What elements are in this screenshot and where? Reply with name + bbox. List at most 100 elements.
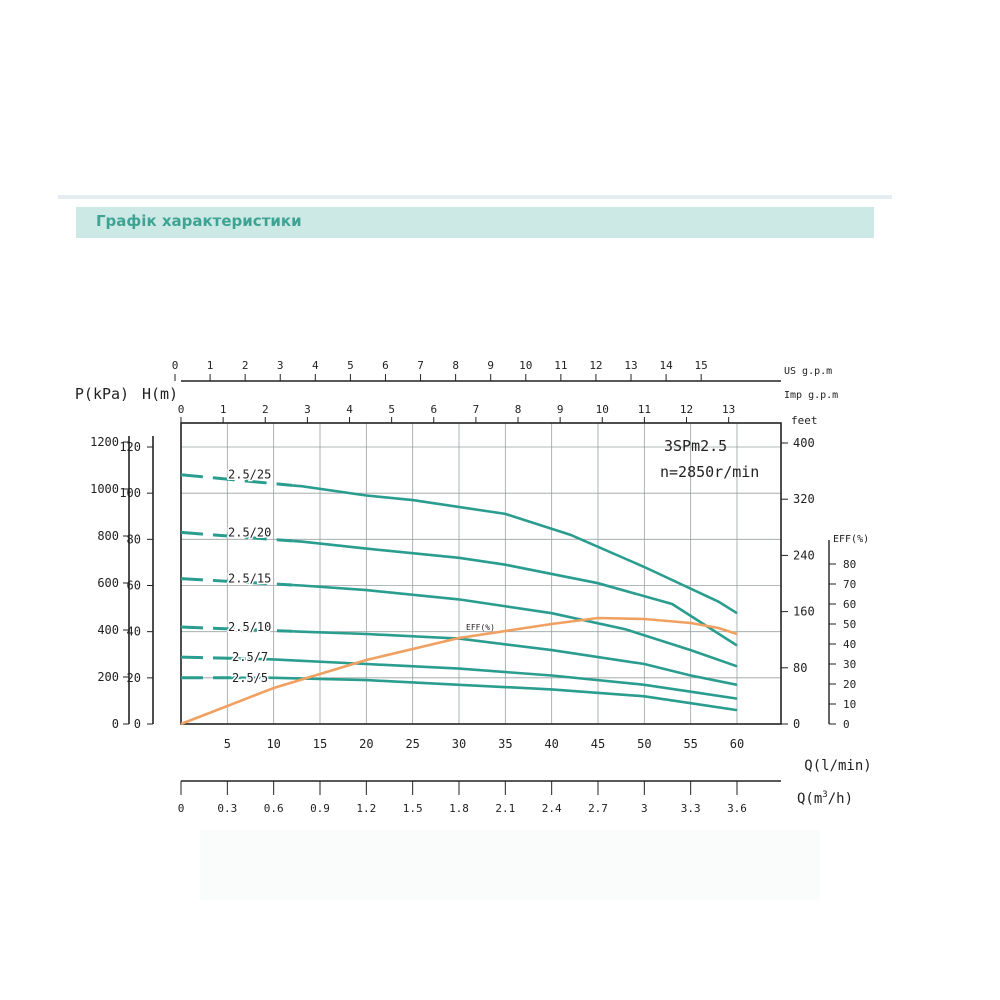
imp-gpm-tick-label: 7 [473, 403, 480, 416]
head-tick-label: 100 [119, 486, 141, 500]
imp-gpm-tick-label: 4 [346, 403, 353, 416]
x-tick-label-lmin: 55 [683, 737, 697, 751]
imp-gpm-tick-label: 1 [220, 403, 227, 416]
head-curves [180, 473, 738, 726]
imp-gpm-tick-label: 2 [262, 403, 269, 416]
pressure-tick-label: 1000 [90, 482, 119, 496]
us-gpm-tick-label: 13 [624, 359, 637, 372]
x-tick-label-lmin: 35 [498, 737, 512, 751]
section-header: Графік характеристики [76, 207, 874, 238]
curve-2.5/5 [236, 676, 738, 712]
eff-tick-label: 20 [843, 678, 856, 691]
imp-gpm-tick-label: 6 [430, 403, 437, 416]
curve-label-2.5/25: 2.5/25 [228, 468, 271, 482]
model-label: 3SPm2.5 [664, 437, 727, 455]
x-tick-label-m3h: 2.1 [495, 802, 515, 815]
eff-tick-label: 50 [843, 618, 856, 631]
speed-label: n=2850r/min [660, 463, 759, 481]
eff-axis-label: EFF(%) [833, 534, 869, 545]
plot-border [180, 422, 782, 725]
us-gpm-tick-label: 3 [277, 359, 284, 372]
head-tick-label: 0 [134, 717, 141, 731]
us-gpm-tick-label: 1 [207, 359, 214, 372]
x-tick-label-m3h: 1.5 [403, 802, 423, 815]
x-tick-label-m3h: 1.8 [449, 802, 469, 815]
us-gpm-tick-label: 12 [589, 359, 602, 372]
pressure-tick-label: 600 [97, 576, 119, 590]
x-tick-label-lmin: 25 [405, 737, 419, 751]
curve-label-2.5/7: 2.5/7 [232, 650, 268, 664]
us-gpm-tick-label: 7 [417, 359, 424, 372]
imp-gpm-axis-label: Imp g.p.m [784, 390, 838, 401]
x-tick-label-lmin: 10 [266, 737, 280, 751]
efficiency-curve [180, 616, 738, 726]
eff-tick-label: 30 [843, 658, 856, 671]
plot-frame [180, 422, 782, 725]
curve-dashed-2.5/10 [180, 625, 293, 633]
curve-dashed-2.5/7 [180, 655, 237, 660]
head-tick-label: 120 [119, 440, 141, 454]
x-tick-label-lmin: 30 [452, 737, 466, 751]
x-tick-label-lmin: 15 [313, 737, 327, 751]
x-axis-label-m3h: Q(m3/h) [797, 790, 853, 807]
x-tick-label-m3h: 3.6 [727, 802, 747, 815]
curve-2.5/10 [292, 630, 738, 687]
x-tick-label-lmin: 50 [637, 737, 651, 751]
pressure-axis-label: P(kPa) [75, 385, 129, 403]
eff-tick-label: 10 [843, 698, 856, 711]
us-gpm-tick-label: 0 [172, 359, 179, 372]
curve-dashed-2.5/15 [180, 577, 293, 587]
curve-label-2.5/20: 2.5/20 [228, 525, 271, 539]
imp-gpm-tick-label: 12 [680, 403, 693, 416]
us-gpm-tick-label: 9 [487, 359, 494, 372]
eff-tick-label: 60 [843, 598, 856, 611]
imp-gpm-tick-label: 9 [557, 403, 564, 416]
imp-gpm-tick-label: 10 [596, 403, 609, 416]
curve-2.5/25 [292, 484, 738, 615]
x-tick-label-lmin: 45 [591, 737, 605, 751]
x-tick-label-lmin: 40 [544, 737, 558, 751]
chart-labels: 3SPm2.5 n=2850r/min 2.5/25 2.5/20 2.5/15 2.5/… [227, 437, 760, 686]
feet-axis-label: feet [791, 414, 818, 427]
us-gpm-tick-label: 8 [452, 359, 459, 372]
x-axis-label-lmin: Q(l/min) [804, 758, 871, 774]
feet-tick-label: 240 [793, 548, 815, 562]
feet-tick-label: 160 [793, 605, 815, 619]
head-tick-label: 60 [127, 579, 141, 593]
x-tick-label-m3h: 3.3 [681, 802, 701, 815]
us-gpm-tick-label: 5 [347, 359, 354, 372]
head-tick-label: 40 [127, 625, 141, 639]
eff-tick-label: 0 [843, 718, 850, 731]
pressure-tick-label: 1200 [90, 435, 119, 449]
curve-dashed-2.5/25 [180, 473, 293, 487]
x-tick-label-lmin: 60 [730, 737, 744, 751]
pressure-tick-label: 400 [97, 623, 119, 637]
x-tick-label-lmin: 20 [359, 737, 373, 751]
x-tick-label-m3h: 2.4 [542, 802, 562, 815]
imp-gpm-tick-label: 11 [638, 403, 651, 416]
head-axis-label: H(m) [142, 385, 178, 403]
x-tick-label-m3h: 0.9 [310, 802, 330, 815]
x-tick-label-m3h: 2.7 [588, 802, 608, 815]
pressure-tick-label: 800 [97, 529, 119, 543]
feet-tick-label: 400 [793, 436, 815, 450]
feet-tick-label: 320 [793, 492, 815, 506]
imp-gpm-tick-label: 8 [515, 403, 522, 416]
imp-gpm-tick-label: 5 [388, 403, 395, 416]
imp-gpm-tick-label: 13 [722, 403, 735, 416]
x-tick-label-m3h: 0.6 [264, 802, 284, 815]
x-tick-label-m3h: 0 [178, 802, 185, 815]
curve-2.5/15 [292, 583, 738, 668]
x-tick-label-lmin: 5 [224, 737, 231, 751]
us-gpm-tick-label: 10 [519, 359, 532, 372]
us-gpm-tick-label: 2 [242, 359, 249, 372]
pressure-tick-label: 0 [112, 717, 119, 731]
background-wash [200, 830, 820, 900]
top-divider [58, 195, 892, 199]
chart-axes: 5 10 15 20 25 30 35 40 45 50 55 60Q(l/min)0 0.3 0.6 0.… [75, 359, 872, 815]
curve-label-2.5/15: 2.5/15 [228, 572, 271, 586]
curve-label-2.5/10: 2.5/10 [228, 620, 271, 634]
feet-tick-label: 0 [793, 717, 800, 731]
curve-label-2.5/5: 2.5/5 [232, 671, 268, 685]
us-gpm-axis-label: US g.p.m [784, 366, 832, 377]
